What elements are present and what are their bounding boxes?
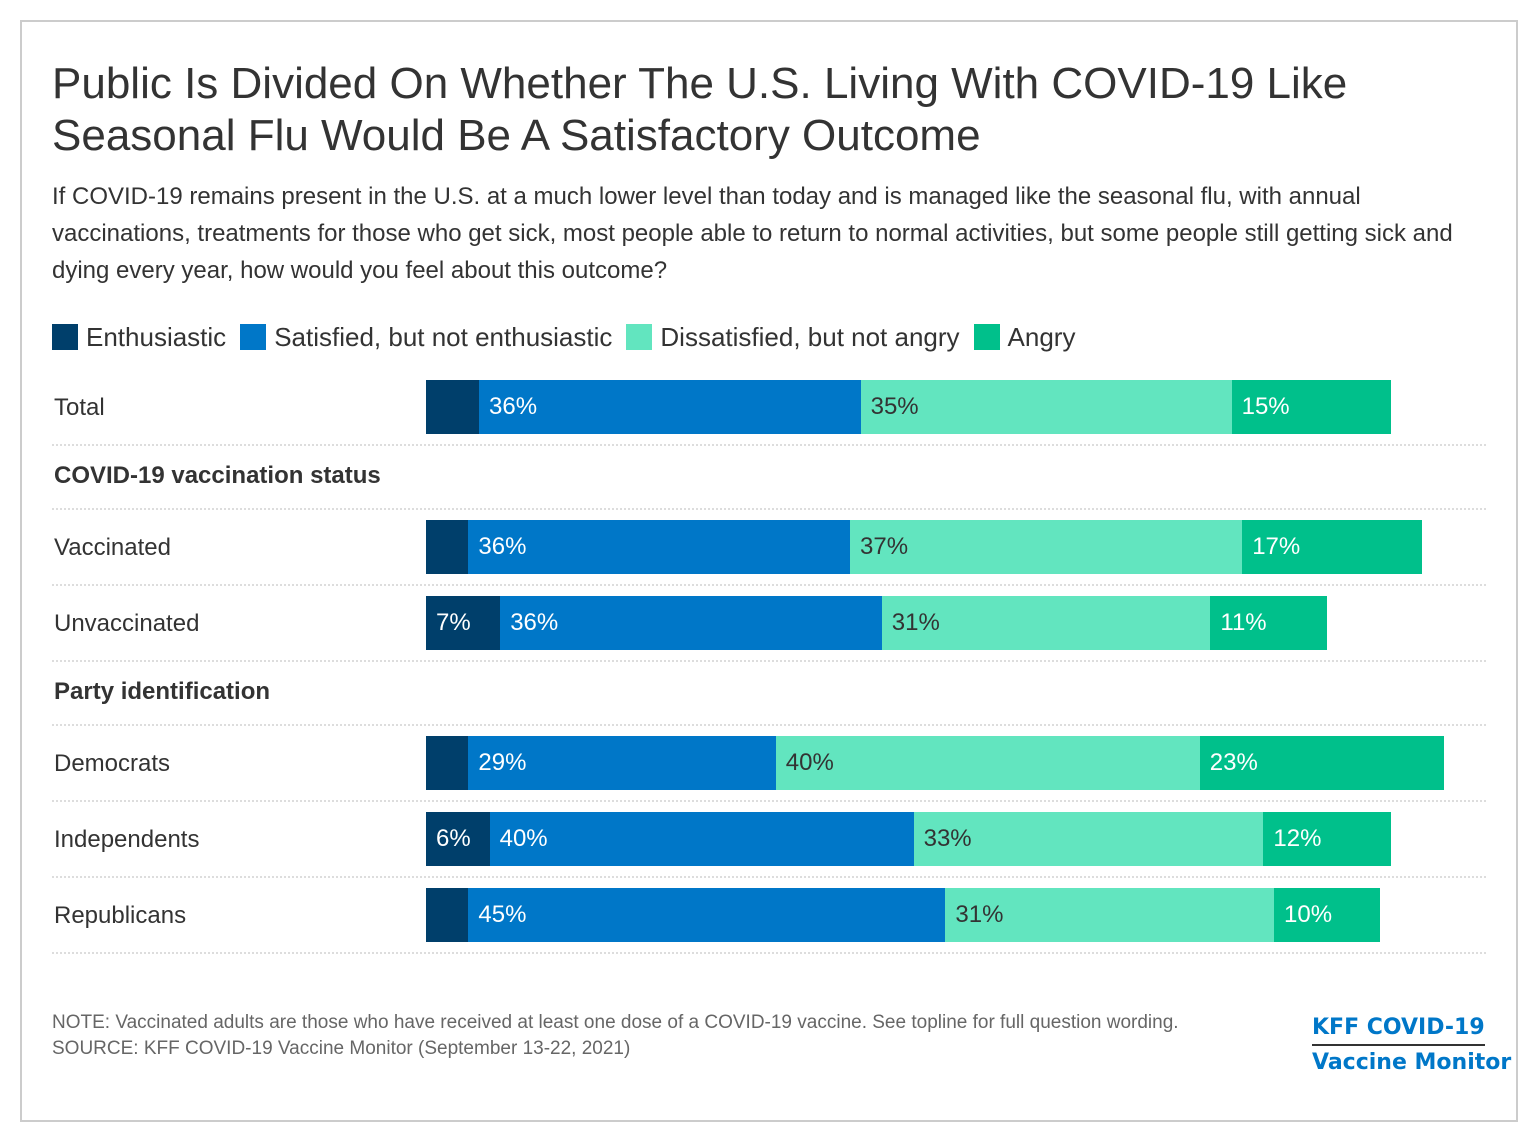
legend-label: Enthusiastic xyxy=(86,321,227,352)
row-separator xyxy=(52,952,1486,954)
bar-segment: 31% xyxy=(945,888,1274,942)
category-label: Total xyxy=(54,394,105,421)
bar-segment: 36% xyxy=(479,380,861,434)
bar-segment: 7% xyxy=(426,596,501,650)
chart-title: Public Is Divided On Whether The U.S. Li… xyxy=(52,59,1348,160)
legend: Enthusiastic Satisfied, but not enthusia… xyxy=(52,320,1089,354)
category-label: Republicans xyxy=(54,902,187,929)
category-label: Democrats xyxy=(54,750,171,777)
bar-segment xyxy=(426,736,469,790)
row-separator xyxy=(52,660,1486,662)
logo-line1: KFF COVID-19 xyxy=(1312,1015,1485,1046)
bar-segment: 40% xyxy=(775,736,1200,790)
bar-segment: 37% xyxy=(850,520,1243,574)
legend-swatch xyxy=(240,324,267,350)
legend-swatch xyxy=(52,324,78,350)
bar-segment: 29% xyxy=(468,736,776,790)
legend-swatch xyxy=(626,324,653,350)
bar-segment xyxy=(426,520,469,574)
bar-segment: 33% xyxy=(913,812,1264,866)
note-text: NOTE: Vaccinated adults are those who ha… xyxy=(52,1012,1179,1033)
bar-segment: 45% xyxy=(468,888,946,942)
legend-item: Satisfied, but not enthusiastic xyxy=(240,322,612,353)
logo-line2: Vaccine Monitor xyxy=(1312,1050,1512,1075)
bar-segment: 36% xyxy=(468,520,850,574)
bar-segment xyxy=(426,888,469,942)
legend-label: Angry xyxy=(1007,321,1076,352)
bar-segment: 35% xyxy=(860,380,1232,434)
bar-segment: 40% xyxy=(489,812,914,866)
bar-segment: 11% xyxy=(1210,596,1327,650)
chart-subtitle: If COVID-19 remains present in the U.S. … xyxy=(52,183,1453,284)
group-label: COVID-19 vaccination status xyxy=(54,462,381,489)
source-text: SOURCE: KFF COVID-19 Vaccine Monitor (Se… xyxy=(52,1038,631,1059)
legend-swatch xyxy=(973,324,1000,350)
kff-logo: KFF COVID-19 Vaccine Monitor xyxy=(1312,1015,1511,1075)
group-label: Party identification xyxy=(54,678,271,705)
bar-segment: 12% xyxy=(1263,812,1391,866)
chart-notes: NOTE: Vaccinated adults are those who ha… xyxy=(52,1010,1282,1062)
row-separator xyxy=(52,800,1486,802)
bar-segment: 6% xyxy=(426,812,490,866)
category-label: Vaccinated xyxy=(54,534,171,561)
bar-segment: 36% xyxy=(500,596,882,650)
bar-segment: 10% xyxy=(1274,888,1380,942)
legend-item: Dissatisfied, but not angry xyxy=(626,321,960,353)
row-separator xyxy=(52,508,1486,510)
legend-label: Dissatisfied, but not angry xyxy=(660,321,960,352)
legend-label: Satisfied, but not enthusiastic xyxy=(274,321,613,352)
bar-segment: 23% xyxy=(1199,736,1444,790)
row-separator xyxy=(52,724,1486,726)
bar-segment: 17% xyxy=(1242,520,1423,574)
category-label: Unvaccinated xyxy=(54,610,200,637)
row-separator xyxy=(52,444,1486,446)
row-separator xyxy=(52,876,1486,878)
bar-segment: 31% xyxy=(881,596,1211,650)
legend-item: Enthusiastic xyxy=(52,322,226,353)
row-separator xyxy=(52,584,1486,586)
category-label: Independents xyxy=(54,826,200,853)
bar-segment xyxy=(426,380,479,434)
chart-frame xyxy=(20,20,1518,1122)
bar-segment: 15% xyxy=(1231,380,1391,434)
legend-item: Angry xyxy=(973,321,1076,353)
